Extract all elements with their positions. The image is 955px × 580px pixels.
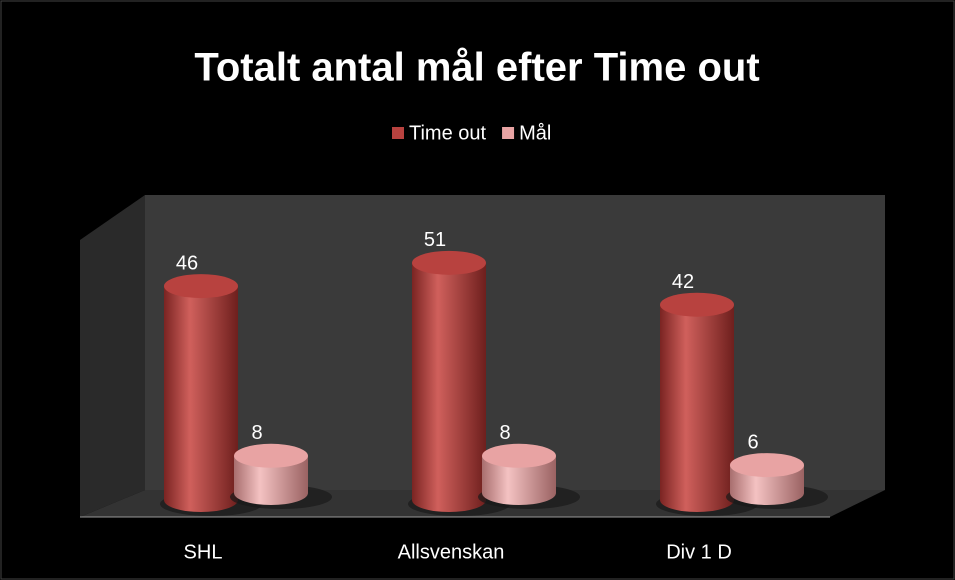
bar — [164, 286, 238, 500]
legend-swatch — [392, 127, 404, 139]
legend-label: Mål — [519, 122, 551, 144]
bar-top — [660, 292, 734, 317]
x-tick-label: Allsvenskan — [398, 541, 505, 563]
data-label: 51 — [424, 229, 446, 251]
bar — [660, 304, 734, 500]
bar-top — [482, 443, 556, 468]
bar-top — [164, 274, 238, 299]
data-label: 8 — [251, 422, 262, 444]
chart-title: Totalt antal mål efter Time out — [194, 46, 759, 90]
bar — [412, 262, 486, 500]
data-label: 46 — [176, 252, 198, 274]
x-tick-label: Div 1 D — [666, 541, 732, 563]
bar-top — [730, 453, 804, 478]
data-label: 8 — [499, 422, 510, 444]
data-label: 6 — [747, 431, 758, 453]
x-tick-label: SHL — [184, 541, 223, 563]
data-label: 42 — [672, 271, 694, 293]
legend-label: Time out — [409, 122, 487, 144]
bar-top — [412, 250, 486, 275]
side-wall — [80, 195, 145, 517]
legend-swatch — [502, 127, 515, 139]
bar-top — [234, 443, 308, 468]
